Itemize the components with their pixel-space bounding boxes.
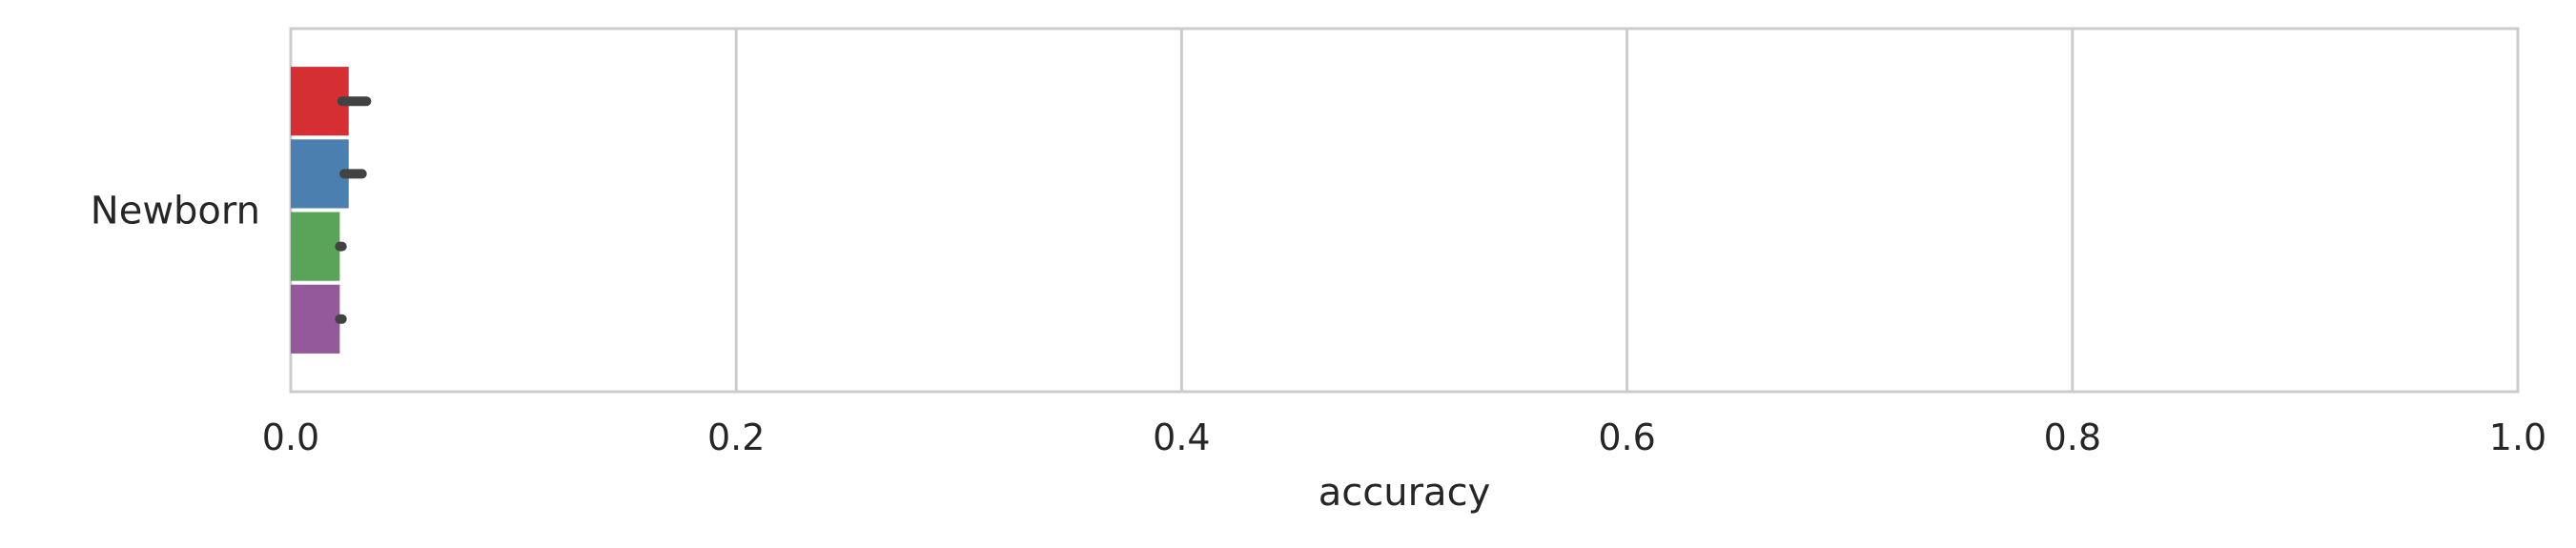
x-tick-label: 0.2 — [707, 416, 765, 458]
x-axis-label: accuracy — [1319, 471, 1490, 515]
x-tick-label: 0.6 — [1598, 416, 1655, 458]
x-tick-label: 0.0 — [262, 416, 319, 458]
x-tick-label: 1.0 — [2489, 416, 2546, 458]
category-labels: Newborn — [91, 190, 260, 233]
x-tick-label: 0.4 — [1153, 416, 1210, 458]
plot-frame — [289, 27, 2520, 394]
bar — [291, 139, 349, 209]
bar — [291, 212, 340, 281]
error-bars-group — [335, 96, 372, 324]
grid-lines — [289, 29, 2520, 392]
bars-group — [291, 67, 349, 354]
x-tick-labels: 0.0 0.2 0.4 0.6 0.8 1.0 — [262, 416, 2546, 458]
x-tick-label: 0.8 — [2044, 416, 2101, 458]
bar — [291, 284, 340, 354]
category-label: Newborn — [91, 190, 260, 233]
